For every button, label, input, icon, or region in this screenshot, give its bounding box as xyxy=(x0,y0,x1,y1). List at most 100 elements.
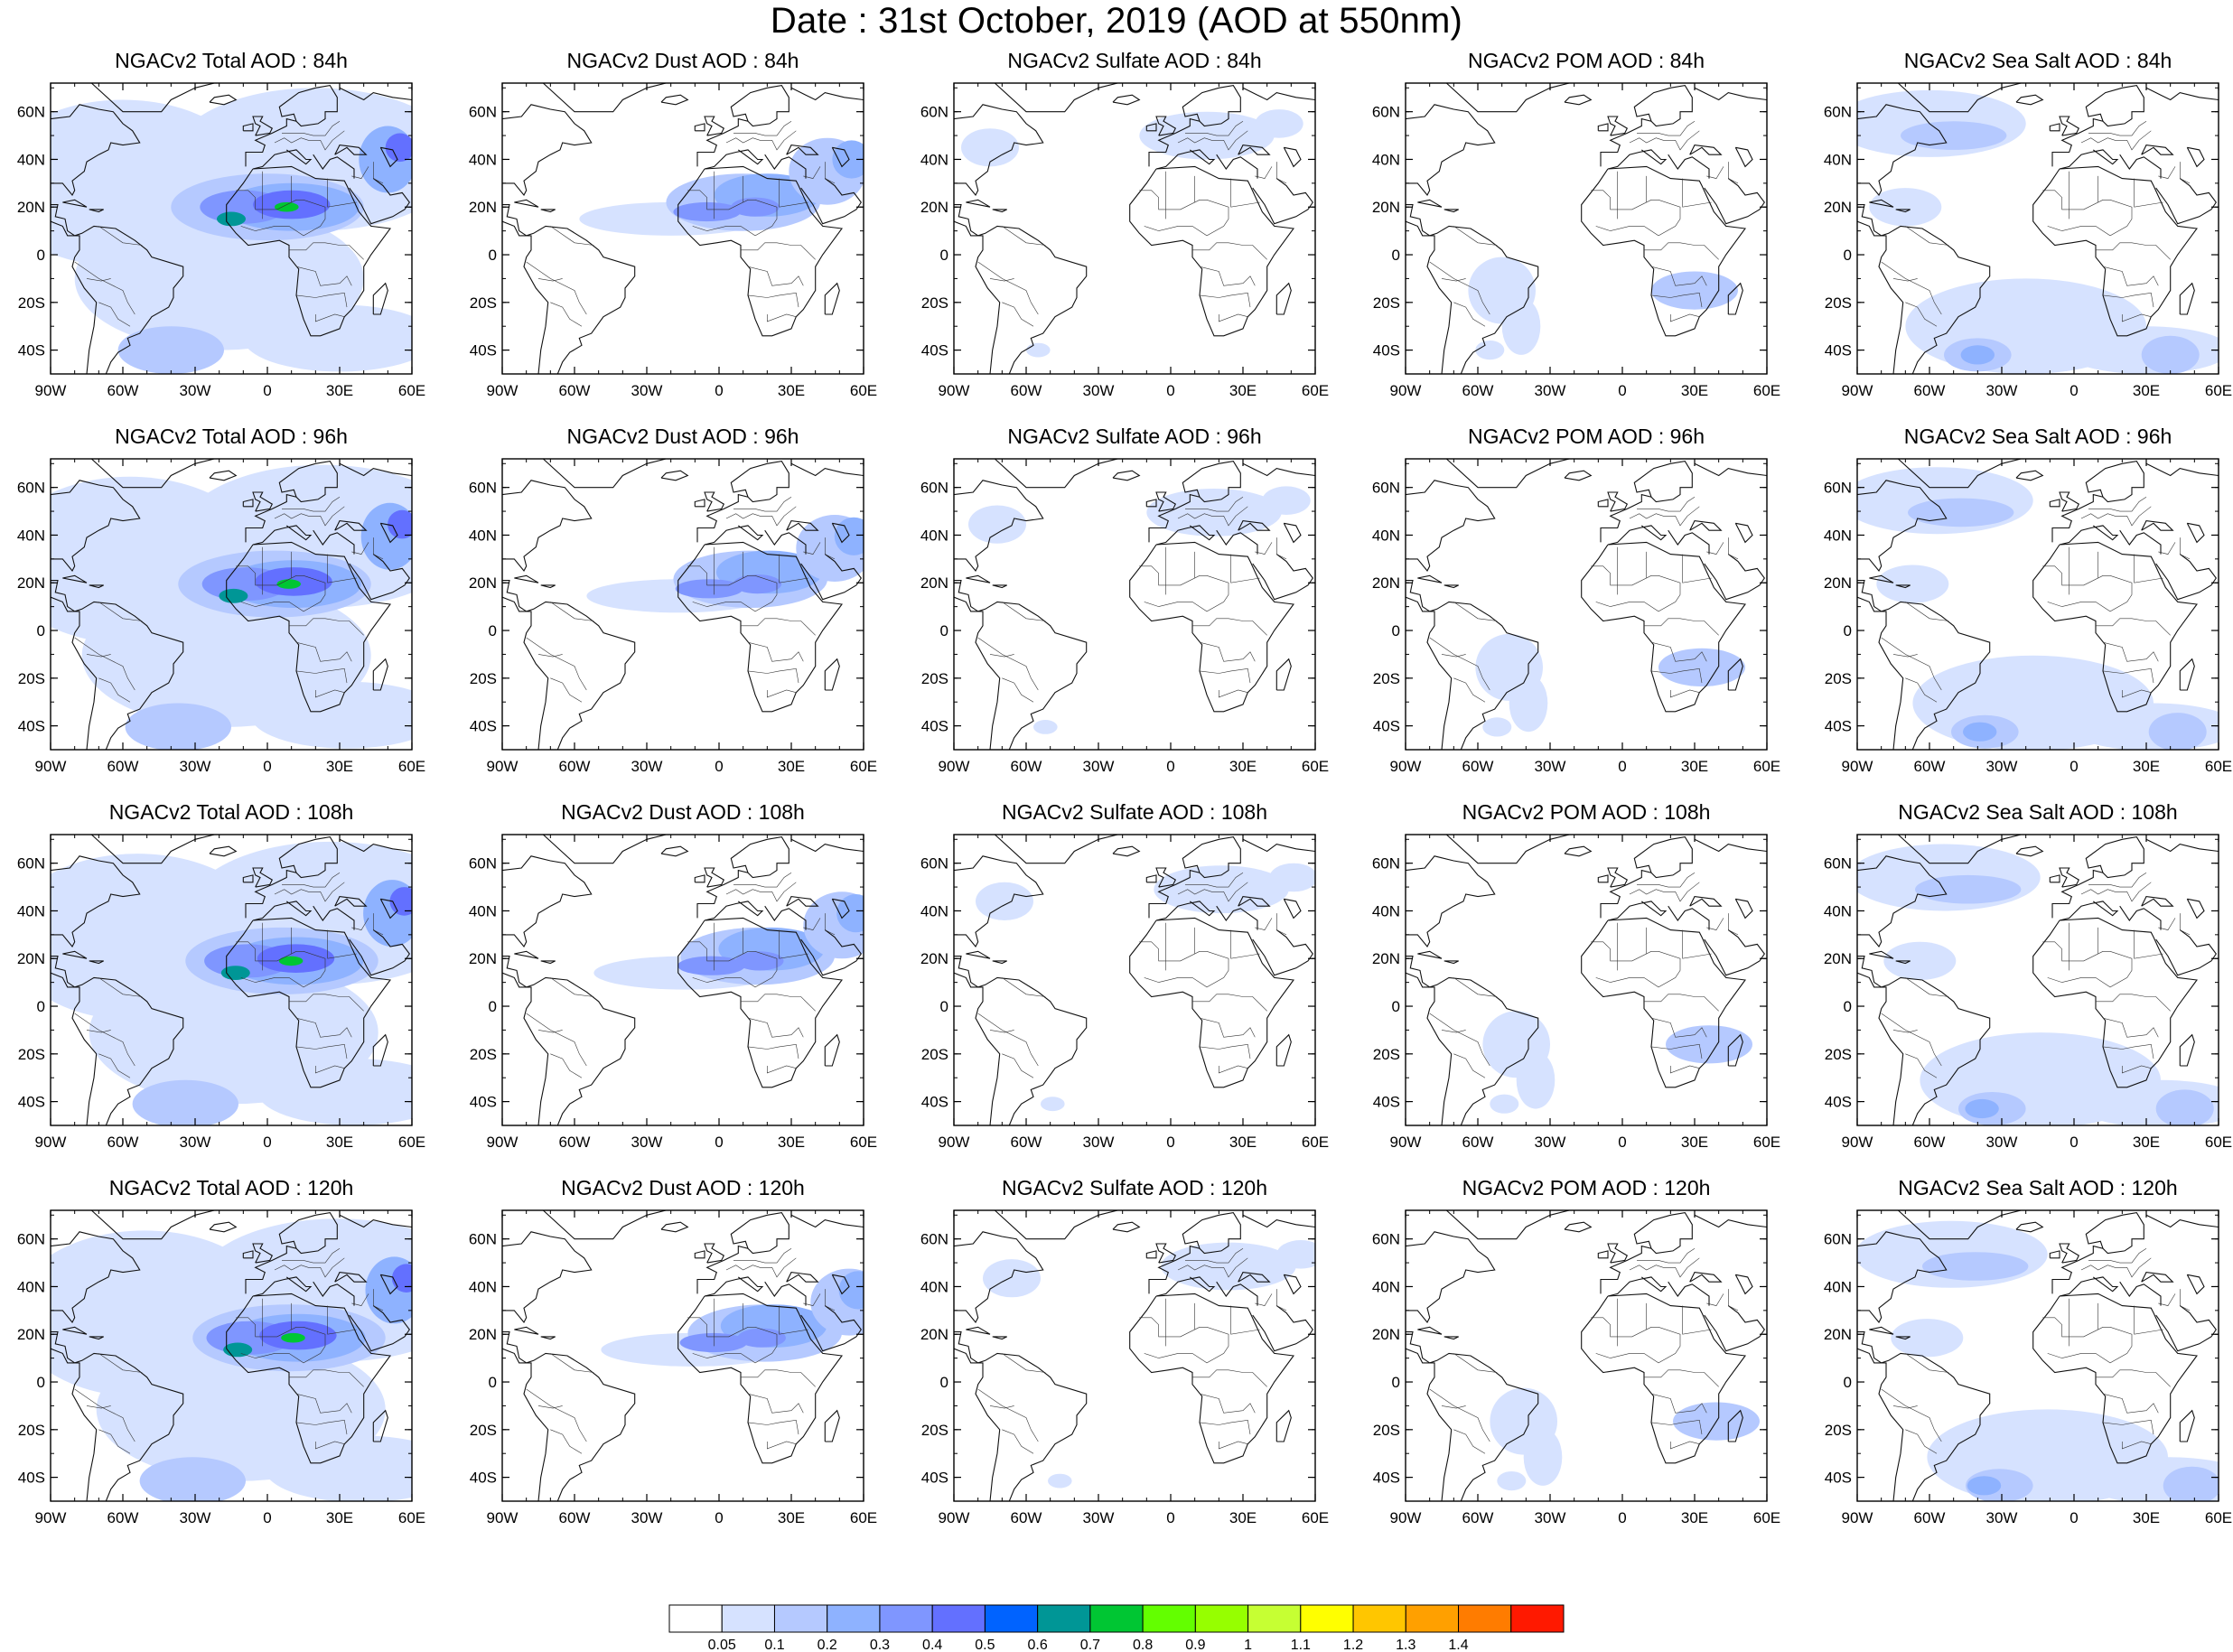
y-tick-label: 0 xyxy=(940,1374,948,1391)
x-tick-label: 60W xyxy=(1462,758,1494,775)
x-tick-label: 90W xyxy=(939,1134,970,1151)
x-tick-label: 30E xyxy=(778,758,805,775)
coastlines xyxy=(502,83,864,374)
coastlines xyxy=(502,459,864,750)
map-frame xyxy=(1856,1209,2219,1502)
aod-contour xyxy=(275,201,299,212)
colorbar-swatch xyxy=(1037,1604,1091,1633)
y-tick-label: 0 xyxy=(1392,247,1400,264)
coastlines xyxy=(502,1210,864,1501)
y-tick-label: 0 xyxy=(37,247,45,264)
y-tick-label: 40S xyxy=(921,1094,948,1111)
map-frame xyxy=(50,458,413,751)
aod-contour xyxy=(834,517,864,555)
x-tick-label: 0 xyxy=(2069,1134,2078,1151)
x-tick-label: 30W xyxy=(1083,758,1115,775)
country-borders xyxy=(1429,120,1739,327)
x-tick-label: 30W xyxy=(180,382,211,399)
x-tick-label: 30E xyxy=(2133,1509,2160,1526)
x-tick-label: 60W xyxy=(559,1134,591,1151)
x-tick-label: 0 xyxy=(1618,1509,1626,1526)
map-panel-total-120h: NGACv2 Total AOD : 120h 60N 40N 20N 0 20S 40S 9… xyxy=(17,1174,466,1537)
map-frame xyxy=(50,1209,413,1502)
y-tick-label: 20S xyxy=(1373,670,1400,687)
panel-title: NGACv2 Total AOD : 108h xyxy=(108,800,354,824)
map-panel-total-96h: NGACv2 Total AOD : 96h 60N 40N 20N 0 20S 40S 90… xyxy=(17,423,466,786)
y-tick-label: 40S xyxy=(1373,342,1400,359)
aod-contour xyxy=(257,1059,412,1125)
y-tick-label: 0 xyxy=(940,247,948,264)
x-tick-label: 0 xyxy=(1618,758,1626,775)
panel-title: NGACv2 Dust AOD : 120h xyxy=(561,1176,805,1199)
map-frame xyxy=(501,82,864,375)
y-tick-label: 60N xyxy=(17,855,45,873)
x-tick-label: 30E xyxy=(1229,382,1257,399)
y-tick-label: 0 xyxy=(940,998,948,1015)
colorbar-label: 1.1 xyxy=(1291,1638,1311,1651)
map-frame xyxy=(953,1209,1316,1502)
y-tick-label: 20N xyxy=(469,574,497,592)
page-title: Date : 31st October, 2019 (AOD at 550nm) xyxy=(770,1,1463,41)
colorbar-label: 0.5 xyxy=(975,1638,995,1651)
x-tick-label: 60W xyxy=(559,1509,591,1526)
x-tick-label: 90W xyxy=(1390,1134,1422,1151)
y-tick-label: 40N xyxy=(1824,1278,1852,1295)
aod-contour xyxy=(265,1435,412,1501)
colorbar-swatch xyxy=(1247,1604,1302,1633)
x-tick-label: 30E xyxy=(1229,758,1257,775)
colorbar-label: 0.7 xyxy=(1080,1638,1100,1651)
y-tick-label: 0 xyxy=(1844,998,1852,1015)
aod-contour xyxy=(983,1259,1041,1298)
aod-contour xyxy=(1482,717,1512,737)
map-frame xyxy=(50,82,413,375)
map-frame xyxy=(501,458,864,751)
y-tick-label: 60N xyxy=(1372,855,1400,873)
map-frame xyxy=(1405,834,1768,1126)
x-tick-label: 90W xyxy=(35,382,67,399)
y-tick-label: 20N xyxy=(17,950,45,967)
y-tick-label: 40N xyxy=(1824,902,1852,919)
x-tick-label: 60W xyxy=(107,1134,139,1151)
aod-contour xyxy=(219,588,248,603)
aod-contour xyxy=(388,509,412,539)
aod-contour xyxy=(2148,713,2207,750)
colorbar-label: 1.4 xyxy=(1448,1638,1468,1651)
map-frame xyxy=(1856,458,2219,751)
y-tick-label: 40N xyxy=(1372,1278,1400,1295)
x-tick-label: 0 xyxy=(715,1134,723,1151)
country-borders xyxy=(526,1247,836,1454)
map-plot: 60N 40N 20N 0 20S 40S 90W 60W 30W 0 30E 60E xyxy=(1824,458,2232,775)
map-frame xyxy=(1856,82,2219,375)
x-tick-label: 60W xyxy=(107,758,139,775)
y-tick-label: 0 xyxy=(1844,622,1852,639)
aod-field xyxy=(51,835,412,1125)
x-tick-label: 30W xyxy=(1986,382,2018,399)
x-tick-label: 90W xyxy=(35,758,67,775)
map-panel-sulfate-84h: NGACv2 Sulfate AOD : 84h 60N 40N 20N 0 20S 40S… xyxy=(920,47,1369,410)
map-plot: 60N 40N 20N 0 20S 40S 90W 60W 30W 0 30E 60E xyxy=(920,834,1329,1151)
x-tick-label: 60E xyxy=(2205,1509,2232,1526)
aod-field xyxy=(502,459,864,750)
x-tick-label: 60E xyxy=(850,758,877,775)
x-tick-label: 30W xyxy=(1535,1134,1566,1151)
aod-contour xyxy=(117,326,224,374)
aod-contour xyxy=(673,201,741,222)
coastlines xyxy=(502,835,864,1125)
x-tick-label: 60E xyxy=(850,1509,877,1526)
map-panel-total-84h: NGACv2 Total AOD : 84h 60N 40N 20N 0 20S 40S 90… xyxy=(17,47,466,410)
y-tick-label: 20S xyxy=(1825,294,1852,312)
x-tick-label: 30W xyxy=(1535,1509,1566,1526)
x-tick-label: 60E xyxy=(1753,1134,1780,1151)
x-tick-label: 60W xyxy=(1914,1509,1946,1526)
y-tick-label: 20S xyxy=(1825,1422,1852,1439)
aod-contour xyxy=(679,1332,748,1353)
x-tick-label: 30W xyxy=(180,758,211,775)
x-tick-label: 30E xyxy=(1681,758,1708,775)
panel-title: NGACv2 POM AOD : 84h xyxy=(1467,49,1705,72)
map-plot: 60N 40N 20N 0 20S 40S 90W 60W 30W 0 30E 60E xyxy=(1824,82,2232,399)
aod-contour xyxy=(1967,1476,2002,1496)
map-panel-sulfate-96h: NGACv2 Sulfate AOD : 96h 60N 40N 20N 0 20S 40S… xyxy=(920,423,1369,786)
coastlines xyxy=(1406,459,1767,750)
colorbar-label: 1.3 xyxy=(1396,1638,1415,1651)
y-tick-label: 20S xyxy=(470,1046,497,1063)
